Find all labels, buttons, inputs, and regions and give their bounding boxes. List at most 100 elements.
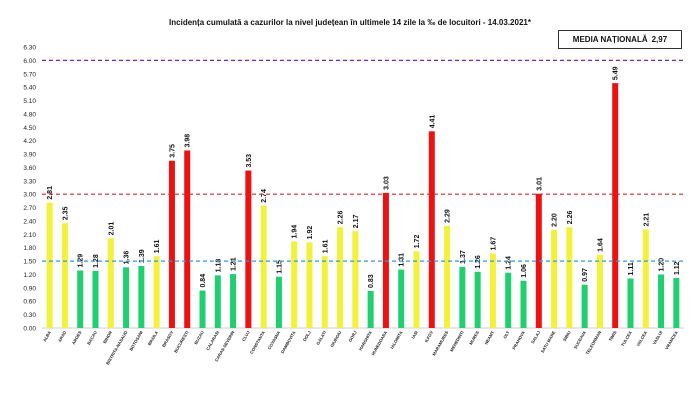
x-tick-label: ALBA [42,330,52,343]
x-tick-label: ILFOV [424,330,435,343]
x-tick-label: VALCEA [635,330,648,347]
data-label: 1.15 [276,260,283,274]
bar-galati [321,256,328,328]
x-tick-label: ARAD [57,330,67,343]
y-tick-label: 0.60 [23,299,36,306]
bar-calarasi [214,275,221,328]
x-tick-label: BUCURESTI [173,330,190,354]
data-label: 1.64 [597,238,604,252]
x-tick-label: SATU MARE [540,330,557,354]
data-label: 1.72 [414,235,421,249]
data-label: 1.20 [659,258,666,272]
data-label: 1.67 [490,237,497,251]
x-tick-label: BACAU [86,330,98,346]
bar-timis [612,83,619,328]
data-label: 2.29 [445,209,452,223]
bar-arad [61,223,68,328]
x-tick-label: PRAHOVA [511,330,526,350]
x-tick-label: CONSTANTA [249,330,266,355]
x-tick-label: TIMIS [608,330,618,342]
bar-neamt [489,253,496,328]
chart-title: Incidența cumulată a cazurilor la nivel … [169,18,531,27]
y-tick-label: 0.00 [23,326,36,333]
x-tick-label: GIURGIU [329,330,342,348]
bar-mures [474,271,481,328]
y-tick-label: 6.00 [23,58,36,65]
x-tick-label: DOLJ [302,329,312,342]
x-tick-label: SALAJ [530,329,542,344]
bar-bucuresti [184,150,191,328]
y-tick-label: 1.20 [23,272,36,279]
bar-braila [153,256,160,328]
data-label: 5.49 [613,66,620,80]
data-label: 2.26 [338,210,345,224]
bar-cluj [245,170,252,328]
x-tick-label: MURES [468,330,480,346]
bar-suceava [581,284,588,328]
bar-prahova [520,280,527,328]
y-tick-label: 2.70 [23,205,36,212]
y-tick-label: 3.90 [23,152,36,159]
x-tick-label: OLT [502,330,511,340]
bar-bistrita-nasaud [123,267,130,328]
bar-constanta [260,205,267,328]
data-label: 1.37 [460,250,467,264]
bar-valcea [642,229,649,328]
y-tick-label: 3.60 [23,165,36,172]
y-tick-label: 5.70 [23,71,36,78]
bar-teleorman [596,254,603,328]
bar-giurgiu [337,227,344,328]
data-label: 4.41 [429,115,436,129]
data-label: 2.21 [643,213,650,227]
bar-maramures [444,225,451,328]
data-label: 1.61 [154,239,161,253]
data-label: 2.74 [261,189,268,203]
x-tick-label: BIHOR [102,330,113,344]
national-average-label: MEDIA NAȚIONALĂ [572,35,648,44]
x-tick-label: BRAILA [147,330,159,346]
x-tick-label: TELEORMAN [585,330,603,355]
bar-mehedinti [459,266,466,328]
national-average-box: MEDIA NAȚIONALĂ 2,97 [558,30,682,49]
data-label: 2.26 [567,210,574,224]
x-tick-label: HUNEDOARA [370,330,388,356]
data-label: 1.31 [399,253,406,267]
data-label: 1.36 [124,251,131,265]
bar-arges [77,270,84,328]
bar-olt [505,272,512,328]
data-label: 2.01 [108,222,115,236]
x-tick-label: NEAMT [484,330,496,346]
y-tick-label: 5.40 [23,85,36,92]
data-label: 3.01 [536,177,543,191]
bar-harghita [367,290,374,328]
bar-tulcea [627,278,634,328]
bar-alba [46,202,53,328]
y-tick-label: 0.30 [23,312,36,319]
data-label: 0.84 [200,274,207,288]
x-tick-label: HARGHITA [358,330,373,351]
bar-covasna [275,276,282,328]
y-tick-label: 3.30 [23,178,36,185]
x-tick-label: SIBIU [562,330,572,342]
x-tick-label: SUCEAVA [573,330,587,350]
data-label: 1.12 [674,261,681,275]
bar-gorj [352,231,359,328]
x-tick-label: VRANCEA [664,330,679,350]
data-label: 1.61 [322,239,329,253]
x-tick-label: IASI [410,330,418,340]
x-tick-label: MEHEDINTI [449,330,465,352]
data-label: 0.97 [582,268,589,282]
bar-dambovita [291,241,298,328]
bar-buzau [199,290,206,328]
data-label: 1.92 [307,226,314,240]
data-label: 2.35 [62,206,69,220]
x-tick-label: DAMBOVITA [280,330,297,354]
data-label: 1.94 [292,225,299,239]
bar-ialomita [398,269,405,328]
data-label: 2.81 [47,186,54,200]
y-tick-label: 6.30 [23,45,36,52]
bar-satu mare [551,229,558,328]
data-label: 0.83 [368,274,375,288]
x-tick-label: CALARASI [205,330,220,351]
data-label: 2.20 [552,213,559,227]
